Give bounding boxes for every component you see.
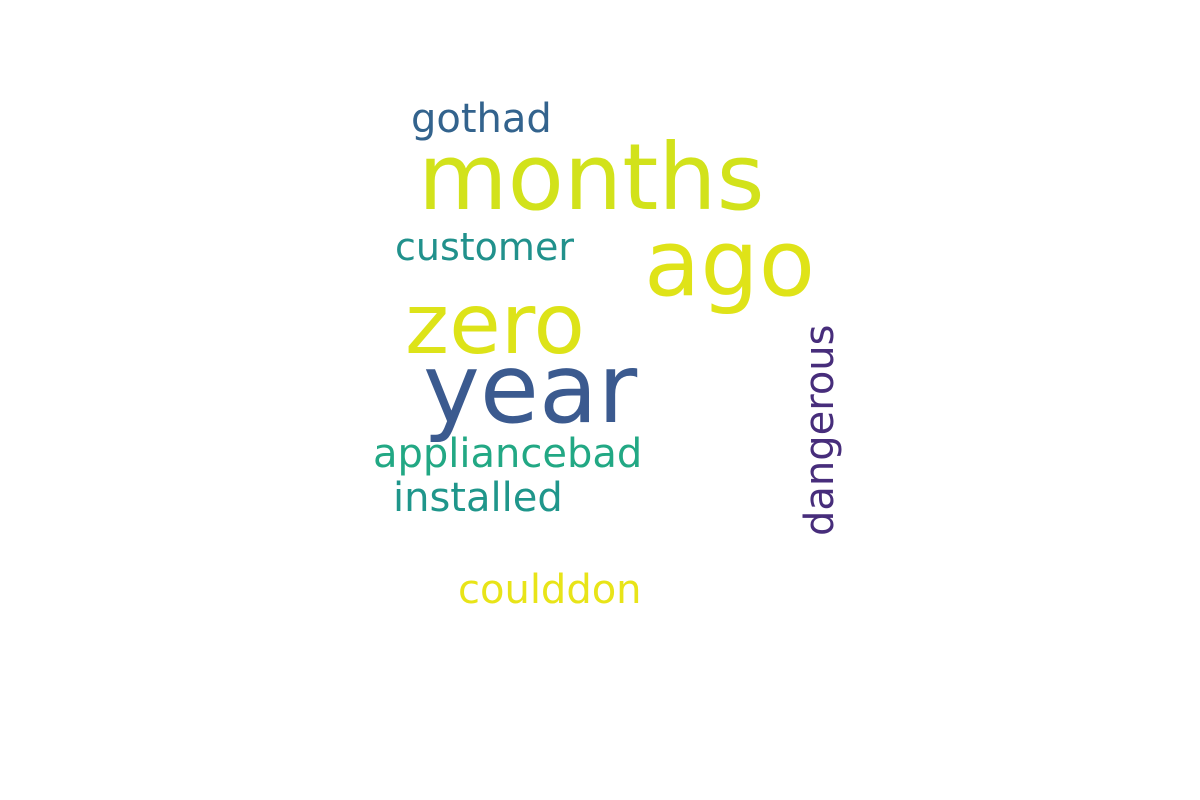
word-zero: zero bbox=[405, 275, 585, 373]
word-customer: customer bbox=[395, 225, 574, 269]
word-appliancebad: appliancebad bbox=[373, 431, 643, 477]
word-year: year bbox=[423, 333, 638, 445]
word-gothad: gothad bbox=[411, 96, 552, 142]
word-coulddon: coulddon bbox=[458, 567, 642, 613]
word-months: months bbox=[418, 124, 765, 231]
word-installed: installed bbox=[393, 475, 563, 521]
word-ago: ago bbox=[644, 210, 816, 317]
word-dangerous: dangerous bbox=[797, 324, 843, 536]
